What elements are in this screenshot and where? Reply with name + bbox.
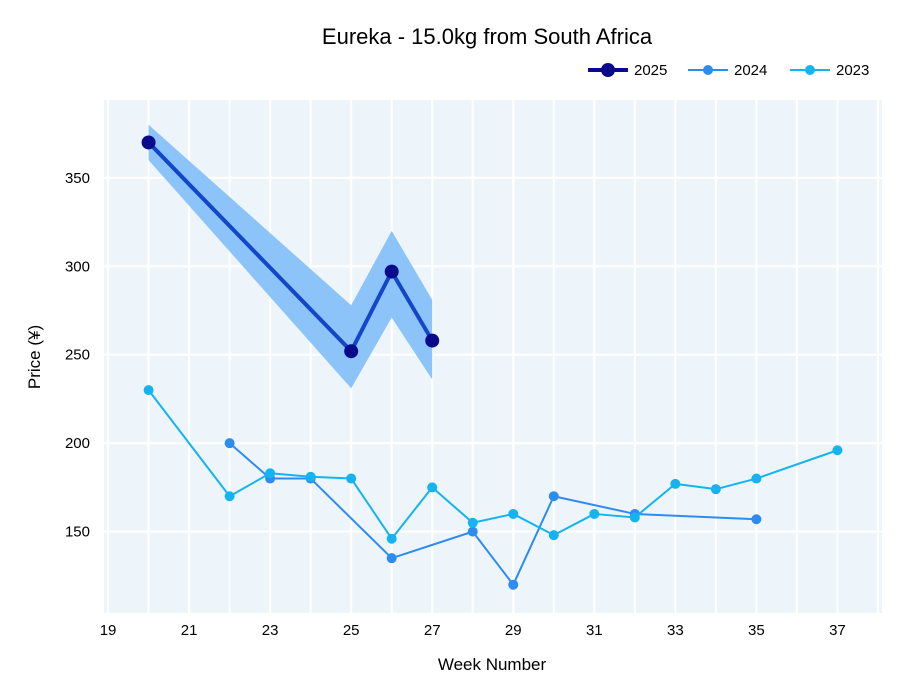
x-tick-label: 19	[100, 622, 117, 639]
y-tick-label: 200	[65, 435, 90, 452]
data-point-2023	[508, 508, 519, 519]
data-point-2023	[265, 468, 276, 479]
data-point-2023	[589, 508, 600, 519]
y-tick-label: 300	[65, 258, 90, 275]
data-point-2023	[467, 517, 478, 528]
x-axis-label: Week Number	[438, 655, 547, 674]
x-tick-label: 23	[262, 622, 279, 639]
series-line-2025	[147, 141, 434, 354]
plot-area	[104, 100, 882, 613]
y-tick-label: 250	[65, 347, 90, 364]
legend-label-2025: 2025	[634, 62, 667, 79]
data-point-2025	[344, 344, 359, 359]
tick-labels: 19 21 23 25 27 29 31 33 35 37 150 200 250 300 350	[65, 170, 846, 639]
data-point-2025	[384, 264, 399, 279]
chart-title: Eureka - 15.0kg from South Africa	[322, 24, 653, 49]
x-tick-label: 27	[424, 622, 441, 639]
legend-marker-2023	[805, 65, 815, 75]
series-layer	[141, 135, 843, 590]
x-tick-label: 29	[505, 622, 522, 639]
x-tick-label: 37	[829, 622, 846, 639]
data-point-2024	[386, 553, 397, 564]
series-line-2023	[147, 389, 838, 540]
x-tick-label: 25	[343, 622, 360, 639]
data-point-2023	[386, 533, 397, 544]
y-tick-label: 350	[65, 170, 90, 187]
data-point-2023	[548, 530, 559, 541]
data-point-2023	[224, 491, 235, 502]
data-point-2025	[141, 135, 156, 150]
legend-marker-2024	[703, 65, 713, 75]
data-point-2023	[670, 478, 681, 489]
data-point-2023	[629, 512, 640, 523]
x-tick-label: 21	[181, 622, 198, 639]
legend-marker-2025	[601, 63, 615, 77]
y-tick-label: 150	[65, 524, 90, 541]
x-tick-label: 35	[748, 622, 765, 639]
x-tick-label: 33	[667, 622, 684, 639]
data-point-2023	[305, 471, 316, 482]
data-point-2023	[832, 445, 843, 456]
confidence-band-layer	[148, 124, 433, 389]
data-point-2025	[425, 333, 440, 348]
data-point-2023	[143, 385, 154, 396]
data-point-2023	[346, 473, 357, 484]
y-axis-label: Price (¥)	[25, 325, 44, 389]
data-point-2024	[548, 491, 559, 502]
data-point-2023	[710, 484, 721, 495]
legend-label-2024: 2024	[734, 62, 767, 79]
legend: 2025 2024 2023	[588, 62, 869, 79]
x-tick-label: 31	[586, 622, 603, 639]
confidence-band-2025	[148, 124, 433, 389]
data-point-2024	[224, 438, 235, 449]
data-point-2023	[427, 482, 438, 493]
data-point-2024	[467, 526, 478, 537]
data-point-2024	[751, 514, 762, 525]
data-point-2023	[751, 473, 762, 484]
data-point-2024	[508, 579, 519, 590]
legend-label-2023: 2023	[836, 62, 869, 79]
